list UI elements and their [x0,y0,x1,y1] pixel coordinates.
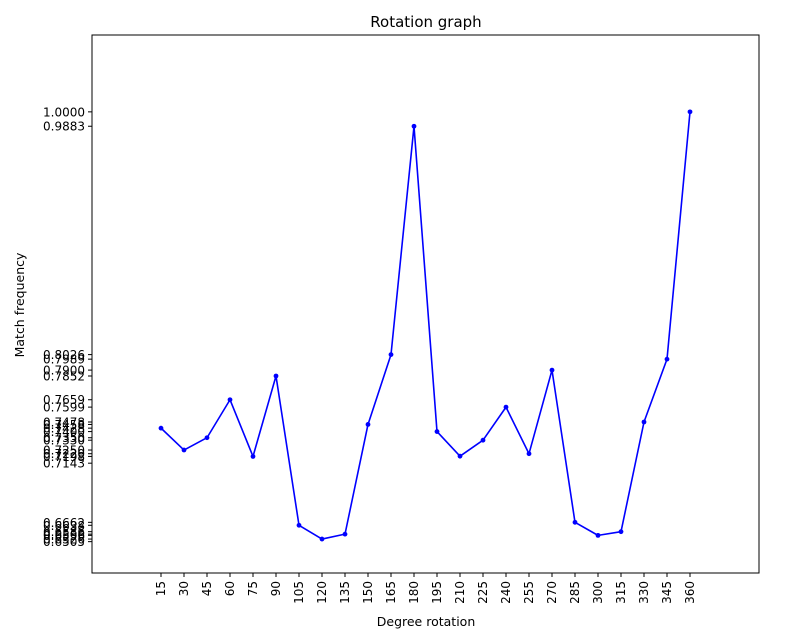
x-tick-label: 90 [269,581,283,596]
y-tick-label: 0.7143 [43,457,85,471]
data-point [411,123,417,129]
y-tick-label: 0.7659 [43,393,85,407]
data-point [664,356,670,362]
x-tick-label: 30 [177,581,191,596]
y-tick-label: 0.6556 [43,529,85,543]
y-tick-label: 0.6638 [43,519,85,533]
x-tick-label: 165 [384,581,398,604]
x-tick-label: 45 [200,581,214,596]
y-tick-label: 0.6662 [43,516,85,530]
x-tick-label: 75 [246,581,260,596]
x-tick-label: 315 [614,581,628,604]
y-tick-label: 0.7599 [43,401,85,415]
x-tick-label: 135 [338,581,352,604]
data-point [158,425,164,431]
series-line [160,111,691,540]
y-tick-label: 0.7478 [43,415,85,429]
data-point [480,437,486,443]
y-tick-label: 0.7428 [43,422,85,436]
x-tick-label: 150 [361,581,375,604]
plot-area [91,34,760,574]
y-tick-label: 0.8026 [43,348,85,362]
y-tick-label: 0.7220 [43,447,85,461]
series-group [158,109,693,542]
chart-title: Rotation graph [370,13,481,31]
data-point [595,532,601,538]
y-tick-label: 1.0000 [43,105,85,119]
data-point [572,519,578,525]
data-point [250,454,256,459]
y-tick-label: 0.7350 [43,431,85,445]
data-point [296,522,302,528]
data-point [365,422,371,427]
x-tick-label: 210 [453,581,467,604]
y-axis: 0.65050.65260.65560.65660.65860.66380.66… [43,105,92,549]
y-tick-label: 0.6566 [43,528,85,542]
x-axis-label: Degree rotation [377,614,476,629]
data-point [641,419,647,425]
y-tick-label: 0.7400 [43,425,85,439]
x-tick-label: 120 [315,581,329,604]
data-point [181,447,187,453]
x-tick-label: 195 [430,581,444,604]
y-tick-label: 0.9883 [43,120,85,134]
x-axis: 15 30 45 60 75 90 105 120 135 150 165 180 195 210 225 2… [154,573,697,604]
data-point [434,429,440,434]
x-tick-label: 270 [545,581,559,604]
data-point [204,435,210,441]
x-tick-label: 255 [522,581,536,604]
x-tick-label: 180 [407,581,421,604]
x-tick-label: 225 [476,581,490,604]
data-point [618,529,624,535]
y-tick-label: 0.6586 [43,525,85,539]
y-tick-label: 0.7330 [43,434,85,448]
y-axis-label: Match frequency [12,252,27,357]
x-tick-label: 285 [568,581,582,604]
data-point [687,109,693,115]
x-tick-label: 105 [292,581,306,604]
x-tick-label: 15 [154,581,168,596]
x-tick-label: 345 [660,581,674,604]
x-tick-label: 330 [637,581,651,604]
x-tick-label: 300 [591,581,605,604]
data-point [342,531,348,537]
x-tick-label: 360 [683,581,697,604]
y-tick-label: 0.7250 [43,444,85,458]
y-tick-label: 0.6526 [43,533,85,547]
x-tick-label: 240 [499,581,513,604]
y-tick-label: 0.7852 [43,369,85,383]
data-point [457,453,463,459]
data-point [549,367,555,373]
y-tick-label: 0.7900 [43,364,85,378]
data-point [319,536,325,542]
data-point [388,352,394,358]
data-point [227,397,233,403]
data-point [503,404,509,410]
y-tick-label: 0.7458 [43,418,85,432]
data-point [526,451,532,457]
y-tick-label: 0.7989 [43,353,85,367]
data-point [273,373,279,379]
x-tick-label: 60 [223,581,237,596]
y-tick-label: 0.6505 [43,535,85,549]
y-tick-label: 0.7198 [43,450,85,464]
